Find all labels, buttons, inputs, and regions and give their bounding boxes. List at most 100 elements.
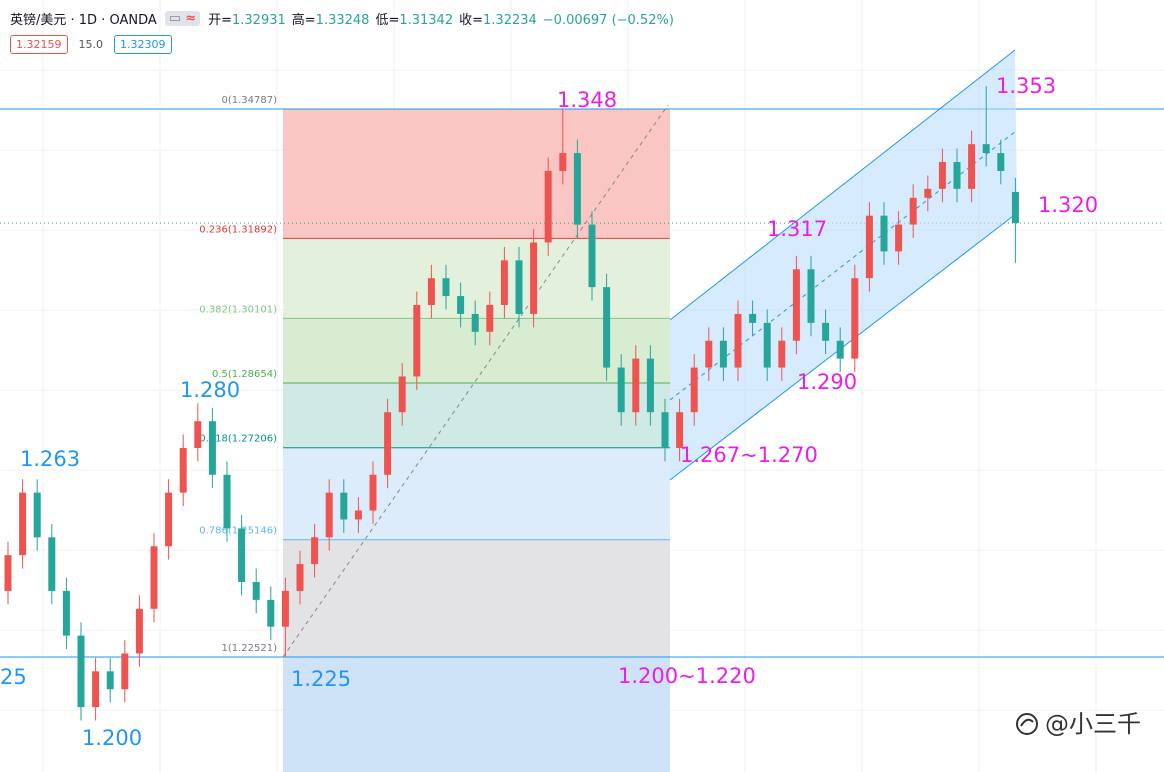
- candle-body: [121, 653, 129, 690]
- candle-body: [384, 412, 392, 475]
- candle-body: [953, 162, 961, 189]
- candle-body: [997, 153, 1005, 171]
- watermark-icon: [1016, 713, 1038, 735]
- candle-body: [646, 358, 654, 413]
- candle-body: [544, 170, 552, 243]
- candle-body: [179, 447, 187, 493]
- candle-body: [982, 144, 990, 154]
- annotation: 1.317: [767, 217, 827, 241]
- candle-body: [398, 376, 406, 413]
- candle-body: [749, 313, 757, 323]
- annotation: 1.267~1.270: [680, 443, 818, 467]
- candle-body: [676, 412, 684, 448]
- spread: 15.0: [78, 38, 104, 51]
- fib-zone: [283, 657, 670, 772]
- candle-body: [267, 599, 275, 627]
- candle-body: [515, 260, 523, 314]
- candle-body: [909, 197, 917, 225]
- candle-body: [719, 340, 727, 368]
- toggle[interactable]: ▭ ≈: [164, 11, 201, 26]
- candle-body: [354, 510, 362, 520]
- annotation: 1.200: [82, 726, 142, 750]
- candle-body: [340, 492, 348, 520]
- ohlc-label: 开=: [208, 13, 232, 28]
- buy-price[interactable]: 1.32309: [114, 35, 172, 54]
- candle-body: [851, 278, 859, 359]
- candle-body: [617, 367, 625, 413]
- ohlc-value: −0.00697 (−0.52%): [542, 13, 674, 28]
- candle-body: [19, 492, 27, 556]
- fib-label: 0(1.34787): [221, 95, 277, 106]
- candle-body: [530, 242, 538, 314]
- candle-body: [442, 278, 450, 297]
- candle-body: [603, 287, 611, 368]
- ohlc-label: 高=: [291, 13, 316, 28]
- candle-body: [208, 421, 216, 475]
- candle-body: [778, 340, 786, 368]
- candle-body: [792, 269, 800, 341]
- ohlc-label: 收=: [459, 13, 484, 28]
- annotation: 1.263: [20, 447, 80, 471]
- fib-label: 1(1.22521): [221, 643, 277, 654]
- symbol: 英镑/美元 · 1D · OANDA: [10, 13, 157, 28]
- candle-body: [413, 305, 421, 377]
- candle-body: [281, 590, 289, 627]
- candle-body: [311, 537, 319, 565]
- candle-body: [150, 546, 158, 609]
- channel-mid: [669, 130, 1017, 401]
- candle-body: [223, 474, 231, 529]
- fib-label: 0.236(1.31892): [199, 224, 277, 235]
- candle-body: [4, 555, 12, 591]
- ohlc-value: 1.33248: [315, 13, 370, 28]
- candle-body: [238, 528, 246, 582]
- candle-body: [33, 492, 41, 538]
- candle-body: [938, 162, 946, 189]
- fib-zone: [283, 447, 670, 540]
- candle-body: [471, 313, 479, 332]
- annotation: 1.200~1.220: [618, 664, 756, 688]
- candle-body: [690, 367, 698, 413]
- annotation: 1.280: [180, 378, 240, 402]
- candle-body: [135, 608, 143, 654]
- annotation: 1.290: [797, 370, 857, 394]
- fib-label: 0.382(1.30101): [199, 304, 277, 315]
- candle-body: [457, 296, 465, 314]
- candle-body: [486, 305, 494, 332]
- candle-body: [48, 537, 56, 591]
- candle-body: [1011, 191, 1019, 224]
- annotation: 1.225: [291, 667, 351, 691]
- annotation: 1.320: [1038, 193, 1098, 217]
- candle-body: [325, 492, 333, 538]
- candle-body: [865, 215, 873, 279]
- sell-price[interactable]: 1.32159: [10, 35, 68, 54]
- candle-body: [836, 340, 844, 359]
- price-boxes: 1.32159 15.0 1.32309: [10, 35, 172, 54]
- candle-body: [573, 153, 581, 225]
- candle-body: [427, 278, 435, 306]
- fib-trend: [282, 104, 669, 658]
- ohlc-value: 1.32234: [483, 13, 537, 28]
- candle-body: [559, 153, 567, 171]
- fib-zone: [283, 539, 670, 658]
- candle-body: [369, 474, 377, 511]
- candle-body: [734, 313, 742, 368]
- fib-label: 0.5(1.28654): [212, 369, 277, 380]
- candle-body: [165, 492, 173, 547]
- candle-body: [661, 412, 669, 448]
- ohlc-label: 低=: [375, 13, 400, 28]
- candle-body: [705, 340, 713, 368]
- channel-line: [669, 49, 1016, 321]
- candle-body: [895, 224, 903, 252]
- candle-body: [77, 635, 85, 708]
- candle-body: [763, 322, 771, 368]
- ohlc-value: 1.32931: [232, 13, 286, 28]
- header: 英镑/美元 · 1D · OANDA ▭ ≈ 开=1.32931 高=1.3324…: [10, 9, 680, 28]
- candle-body: [296, 564, 304, 591]
- annotation: 25: [0, 665, 27, 689]
- candle-body: [194, 421, 202, 448]
- candle-body: [92, 671, 100, 708]
- candle-body: [807, 269, 815, 323]
- candle-body: [822, 322, 830, 341]
